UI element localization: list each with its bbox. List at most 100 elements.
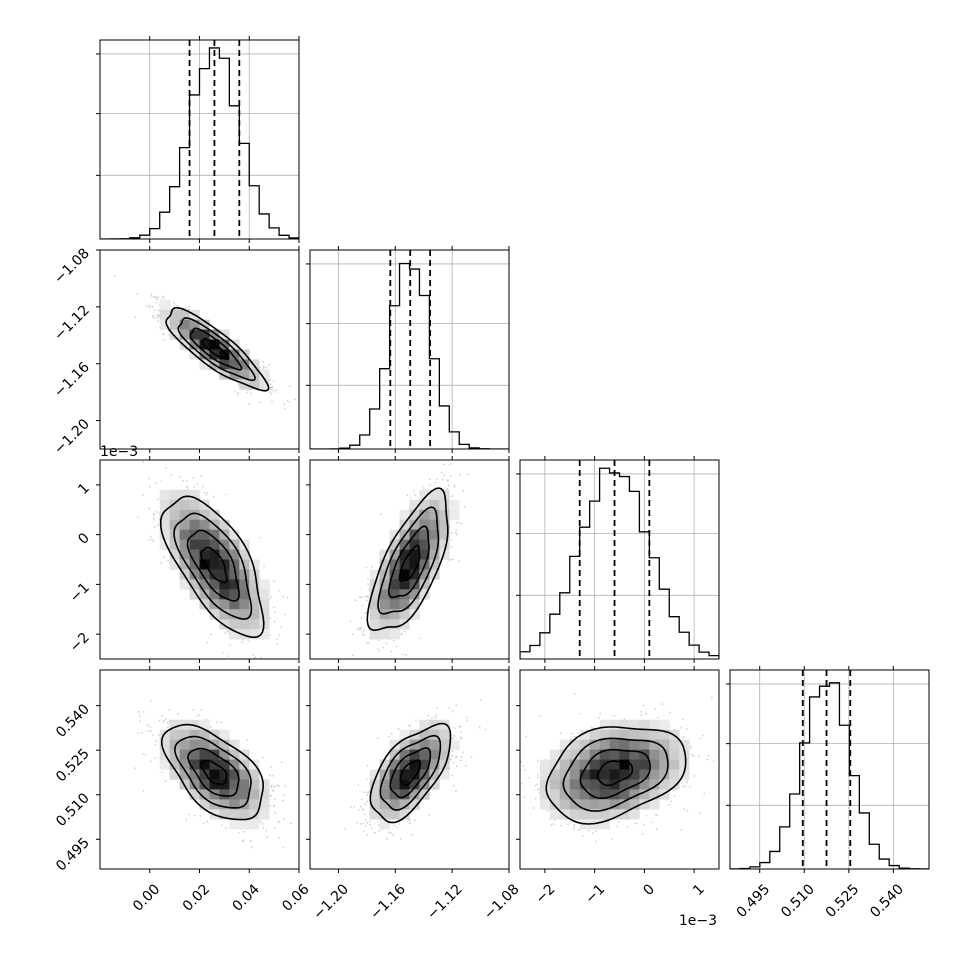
y-tick-label-2-0: −2 [67,630,93,656]
density-cell [259,609,270,620]
density-cell [379,799,390,810]
density-cell [409,569,420,580]
density-cell [679,769,690,780]
density-cell [589,739,600,750]
density-cell [199,759,210,770]
density-cell [179,339,190,350]
density-cell [259,579,270,590]
density-cell [579,749,590,760]
contour-level-1 [389,747,432,799]
density-cell [169,739,180,750]
density-cell [219,349,230,360]
density-cell [259,629,270,640]
density-cell [369,599,380,610]
density-cell [169,729,180,740]
density-cell [209,609,220,620]
x-tick-label-2-2: 0 [640,881,658,899]
density-cell [219,779,230,790]
y-tick-label-2-1: −1 [67,580,93,606]
contour-level-3 [165,306,270,392]
density-cell [229,749,240,760]
density-cell [599,749,610,760]
density-cell [379,819,390,830]
density-cell [669,739,680,750]
density-cell [389,589,400,600]
density-cell [629,719,640,730]
density-cell [399,559,410,570]
density-cell [419,739,430,750]
density-cell [249,799,260,810]
density-cell [199,719,210,730]
density-cell [439,499,450,511]
density-cell [389,549,400,560]
density-cell [569,739,580,750]
density-cell [259,379,270,390]
density-cell [609,759,620,770]
density-cell [389,569,400,580]
density-cell [229,779,240,790]
density-cell [199,359,210,370]
density-cell [589,759,600,770]
density-cell [369,609,380,620]
density-cell [389,599,400,610]
density-cell [199,499,210,511]
density-cell [209,329,220,340]
density-cell [189,739,200,750]
density-cell [179,309,190,320]
density-cell [199,799,210,810]
histogram-frame-3 [729,669,930,870]
density-cell [259,589,270,600]
density-cell [399,769,410,780]
density-cell [439,539,450,550]
density-cell [199,569,210,580]
density-cell [189,769,200,780]
density-cell [399,539,410,550]
density-cell [199,519,210,530]
density-cell [259,369,270,380]
density-cell [209,569,220,580]
density-cell [249,619,260,630]
density-cell [429,759,440,770]
density-cell [639,719,650,730]
density-cell [439,509,450,520]
density-cell [179,729,190,740]
density-cell [179,579,190,590]
contour-level-1 [579,748,651,800]
density-cell [179,759,190,770]
contour-level-2 [562,737,669,812]
density-cell [189,759,200,770]
density-cell [379,619,390,630]
density-cell [159,729,170,740]
contour-level-2 [379,734,442,811]
density-cell [409,789,420,800]
density-cell [229,549,240,560]
density-cell [159,499,170,511]
density-cell [229,619,240,630]
density-cell [409,509,420,520]
density-cell [169,759,180,770]
density-cell [199,789,210,800]
density-cell [159,739,170,750]
scatter-panel-2-3 [520,693,715,843]
density-cell [399,569,410,580]
density-cell [629,769,640,780]
density-cell [399,809,410,820]
density-cell [239,359,250,370]
contour-level-3 [366,487,449,632]
density-cell [429,779,440,790]
density-cell [189,579,200,590]
density-cell [169,309,180,320]
density-cell [239,569,250,580]
density-cell [669,759,680,770]
density-cell [639,799,650,810]
density-cell [179,529,190,540]
density-cell [659,779,670,790]
density-cell [189,779,200,790]
density-cell [229,739,240,750]
density-cell [389,759,400,770]
scatter-panel-0-2 [137,461,289,659]
density-cell [229,609,240,620]
density-cell [209,559,220,570]
density-cell [189,789,200,800]
